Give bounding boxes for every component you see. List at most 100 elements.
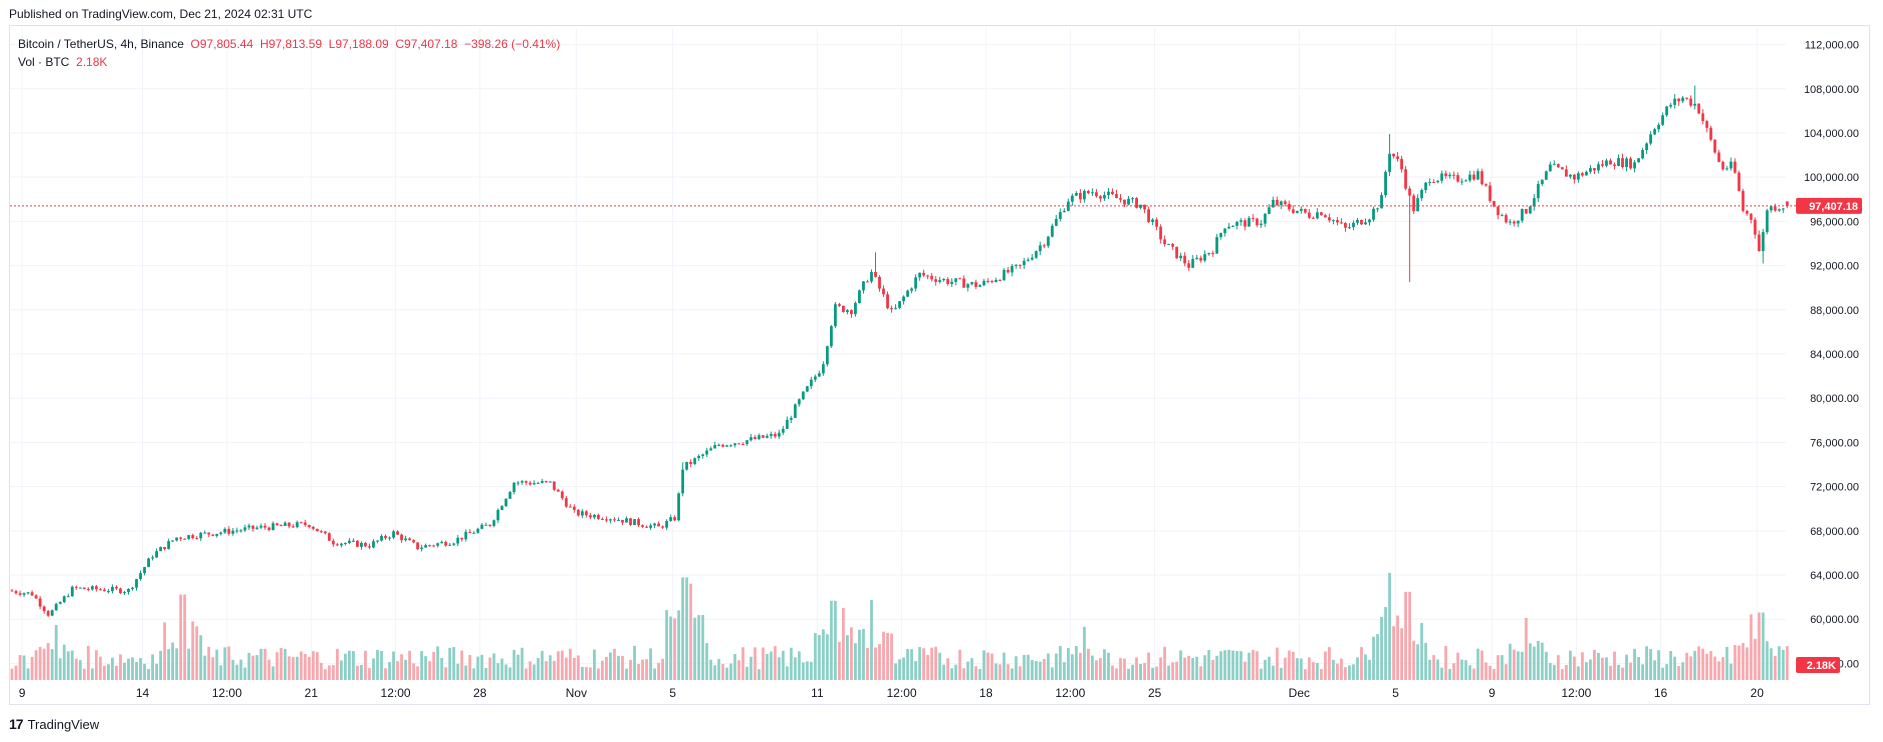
volume-bar (1709, 651, 1713, 680)
candle-body (123, 592, 126, 594)
candle-body (139, 573, 142, 580)
symbol-label[interactable]: Bitcoin / TetherUS, 4h, Binance (18, 37, 184, 51)
candle-body (291, 526, 295, 528)
volume-bar (1215, 655, 1219, 680)
volume-bar (319, 662, 323, 680)
volume-bar (516, 654, 520, 680)
low-value: L97,188.09 (328, 37, 389, 51)
volume-bar (605, 656, 608, 680)
volume-bar (106, 664, 110, 680)
volume-bar (183, 594, 187, 680)
candle-body (793, 404, 797, 418)
candle-body (235, 530, 239, 532)
volume-bar (910, 649, 914, 680)
volume-bar (825, 634, 829, 680)
candle-body (665, 520, 669, 528)
volume-bar (765, 653, 769, 680)
volume-bar (1042, 659, 1046, 680)
volume-tag-label: 2.18K (1807, 660, 1836, 672)
candle-body (974, 282, 978, 287)
volume-bar (524, 668, 528, 680)
volume-bar (1066, 648, 1070, 680)
candle-body (825, 346, 829, 365)
volume-bar (1617, 664, 1620, 680)
candle-body (1761, 232, 1765, 252)
volume-bar (998, 664, 1002, 680)
chart-frame[interactable] (9, 25, 1870, 705)
volume-bar (677, 610, 681, 680)
volume-bar (1034, 661, 1038, 680)
volume-bar (380, 651, 383, 680)
volume-bar (1143, 663, 1147, 680)
candle-body (556, 489, 560, 492)
candle-body (155, 551, 158, 558)
ohlc-row: Bitcoin / TetherUS, 4h, Binance O97,805.… (18, 35, 560, 53)
candle-body (858, 290, 861, 304)
candle-body (1018, 264, 1022, 266)
candle-body (1392, 153, 1396, 157)
candle-body (552, 481, 556, 490)
candle-body (540, 481, 544, 483)
candle-body (1584, 171, 1588, 176)
volume-bar (797, 651, 801, 680)
candle-body (729, 445, 733, 447)
candle-body (1360, 219, 1363, 225)
candle-body (1159, 226, 1163, 240)
volume-bar (22, 655, 26, 680)
candle-body (1352, 222, 1355, 228)
candle-body (1621, 158, 1624, 168)
volume-bar (50, 649, 54, 680)
volume-bar (1183, 657, 1187, 680)
candle-body (500, 506, 504, 510)
candle-body (524, 481, 528, 483)
volume-bar (1584, 662, 1588, 680)
volume-bar (1219, 651, 1223, 680)
volume-bar (1319, 669, 1323, 680)
volume-bar (167, 649, 171, 680)
volume-bar (572, 657, 576, 680)
candle-body (874, 271, 877, 277)
candle-body (452, 543, 456, 545)
candle-body (1303, 208, 1307, 213)
candle-body (922, 272, 926, 276)
volume-bar (894, 663, 897, 680)
volume-bar (789, 647, 793, 680)
volume-bar (175, 648, 179, 680)
candle-body (1464, 180, 1468, 182)
volume-bar (1496, 655, 1500, 680)
volume-bar (351, 651, 355, 680)
candle-body (697, 455, 701, 459)
volume-bar (416, 666, 420, 680)
volume-bar (906, 649, 910, 680)
candle-body (364, 542, 367, 547)
candle-body (637, 519, 640, 526)
volume-bar (1235, 651, 1239, 680)
candle-body (1251, 217, 1255, 219)
volume-label[interactable]: Vol · BTC (18, 55, 70, 69)
volume-bar (343, 653, 347, 680)
volume-bar (1388, 572, 1391, 680)
candle-body (62, 596, 66, 603)
candle-body (1773, 206, 1777, 211)
volume-bar (94, 650, 98, 680)
volume-bar (1420, 623, 1424, 680)
candle-body (307, 525, 311, 528)
volume-bar (946, 658, 950, 680)
candle-body (870, 271, 873, 282)
volume-bar (1187, 655, 1191, 680)
candle-body (926, 275, 930, 277)
candle-body (821, 364, 825, 374)
candle-body (239, 530, 243, 532)
candle-body (1279, 201, 1283, 206)
candle-body (396, 531, 399, 535)
candle-body (1524, 208, 1528, 214)
candle-body (1307, 212, 1311, 218)
candle-body (845, 310, 849, 313)
candle-body (106, 591, 110, 593)
candle-body (833, 304, 837, 327)
candle-body (1408, 188, 1412, 196)
candle-body (1380, 195, 1383, 209)
volume-bar (701, 614, 705, 680)
tradingview-brand[interactable]: 17 TradingView (9, 716, 99, 732)
